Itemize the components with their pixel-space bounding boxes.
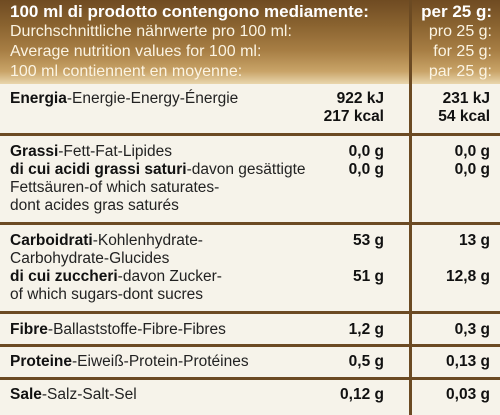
saturates-25: 0,0 g: [454, 161, 490, 178]
fibre-label: Fibre-Ballaststoffe-Fibre-Fibres: [10, 321, 226, 338]
header-portion-french: par 25 g:: [428, 63, 492, 80]
fat-100: 0,0 g: [348, 143, 384, 160]
fibre-100: 1,2 g: [348, 321, 384, 338]
salt-100: 0,12 g: [340, 386, 384, 403]
salt-label: Sale-Salz-Salt-Sel: [10, 386, 137, 403]
energy-kcal-100: 217 kcal: [323, 108, 384, 125]
sugars-25: 12,8 g: [446, 268, 490, 285]
saturates-label-line3: dont acides gras saturés: [10, 197, 179, 214]
header-line-german: Durchschnittliche nährwerte pro 100 ml:: [10, 23, 292, 40]
saturates-label: di cui acidi grassi saturi-davon gesätti…: [10, 161, 306, 178]
carbohydrate-25: 13 g: [458, 232, 490, 249]
energy-kj-100: 922 kJ: [336, 90, 384, 107]
sugars-100: 51 g: [352, 268, 384, 285]
saturates-label-line2: Fettsäuren-of which saturates-: [10, 179, 220, 196]
protein-25: 0,13 g: [446, 353, 490, 370]
header-line-english: Average nutrition values for 100 ml:: [10, 43, 262, 60]
carbohydrate-label: Carboidrati-Kohlenhydrate-: [10, 232, 203, 249]
fat-label: Grassi-Fett-Fat-Lipides: [10, 143, 172, 160]
carbohydrate-100: 53 g: [352, 232, 384, 249]
energy-kcal-25: 54 kcal: [438, 108, 490, 125]
protein-label: Proteine-Eiweiß-Protein-Protéines: [10, 353, 249, 370]
row-divider: [0, 311, 500, 314]
row-divider: [0, 133, 500, 136]
fat-25: 0,0 g: [454, 143, 490, 160]
column-divider: [409, 0, 412, 415]
energy-label: Energia-Energie-Energy-Énergie: [10, 90, 239, 107]
sugars-label-line2: of which sugars-dont sucres: [10, 286, 203, 303]
saturates-100: 0,0 g: [348, 161, 384, 178]
row-divider: [0, 344, 500, 347]
nutrition-header: 100 ml di prodotto contengono mediamente…: [0, 0, 500, 84]
header-portion-italian: per 25 g:: [421, 2, 492, 21]
header-portion-german: pro 25 g:: [428, 23, 492, 40]
energy-kj-25: 231 kJ: [442, 90, 490, 107]
header-line-french: 100 ml contiennent en moyenne:: [10, 63, 243, 80]
carbohydrate-label-line2: Carbohydrate-Glucides: [10, 250, 170, 267]
salt-25: 0,03 g: [446, 386, 490, 403]
sugars-label: di cui zuccheri-davon Zucker-: [10, 268, 222, 285]
header-line-italian: 100 ml di prodotto contengono mediamente…: [10, 2, 369, 21]
header-portion-english: for 25 g:: [433, 43, 492, 60]
row-divider: [0, 222, 500, 225]
protein-100: 0,5 g: [348, 353, 384, 370]
fibre-25: 0,3 g: [454, 321, 490, 338]
row-divider: [0, 377, 500, 380]
